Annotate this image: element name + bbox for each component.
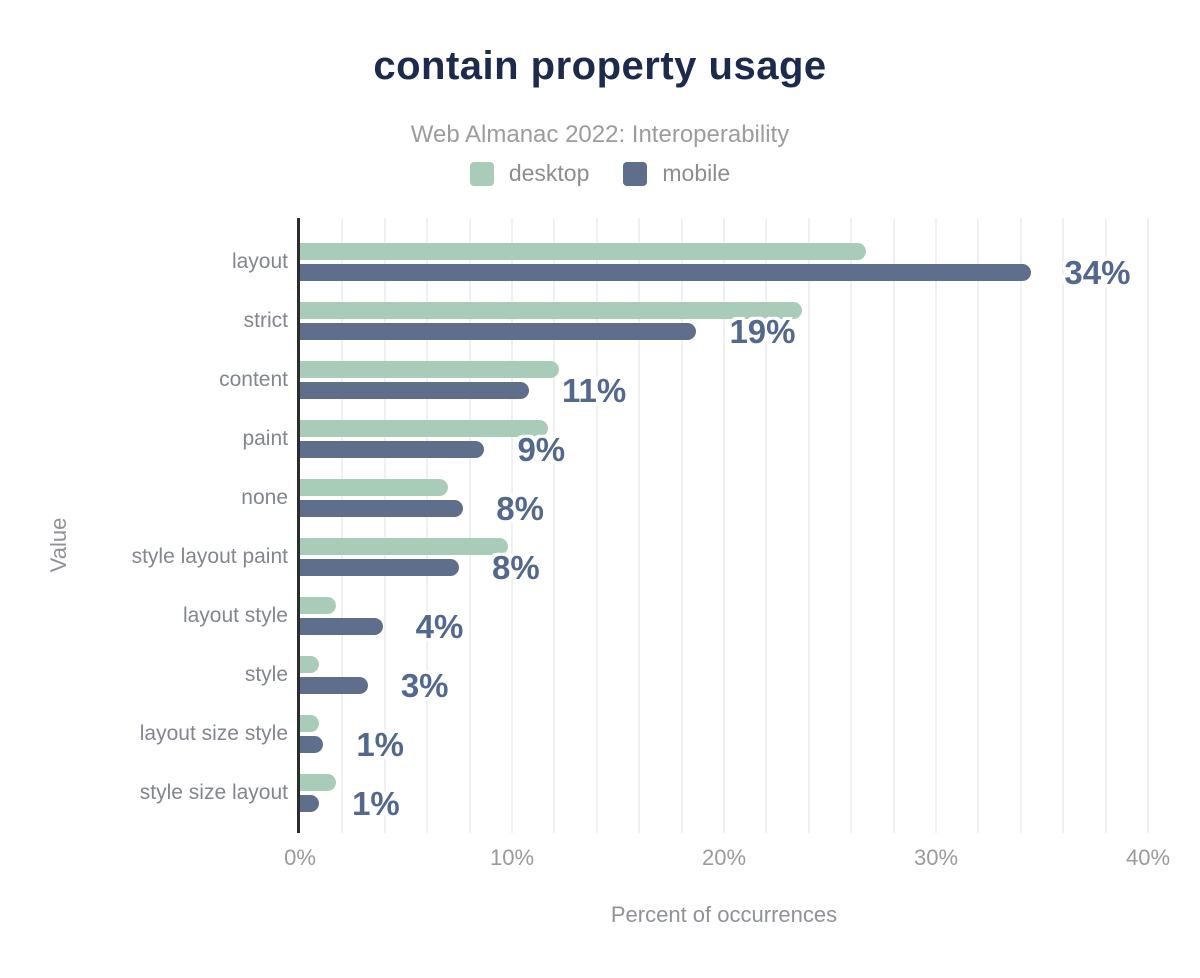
gridline <box>341 218 344 833</box>
x-tick-label: 20% <box>701 845 747 870</box>
category-label-strict: strict <box>243 309 288 332</box>
gridline <box>807 218 810 833</box>
category-label-paint: paint <box>242 427 288 450</box>
value-annotation-layout-size-style: 1% <box>356 725 405 763</box>
chart-title: contain property usage <box>373 44 827 88</box>
gridline <box>977 218 980 833</box>
gridline <box>892 218 895 833</box>
gridline <box>468 218 471 833</box>
gridline <box>1062 218 1065 833</box>
bar-mobile-paint <box>300 441 485 458</box>
y-axis-line <box>297 218 300 833</box>
gridline <box>595 218 598 833</box>
x-tick-label: 30% <box>913 845 959 870</box>
bar-desktop-layout-size-style <box>300 715 320 732</box>
bar-mobile-layout <box>300 264 1032 281</box>
bar-mobile-layout-size-style <box>300 736 324 753</box>
legend-item-desktop: desktop <box>469 160 590 187</box>
gridline <box>383 218 386 833</box>
bar-desktop-layout-style <box>300 597 337 614</box>
legend: desktop mobile <box>0 160 1200 187</box>
bar-desktop-layout <box>300 243 867 260</box>
gridline <box>426 218 429 833</box>
category-label-style-layout-paint: style layout paint <box>131 545 288 568</box>
category-label-style-size-layout: style size layout <box>139 781 288 804</box>
legend-item-mobile: mobile <box>623 160 730 187</box>
value-annotation-content: 11% <box>561 371 627 409</box>
bar-mobile-strict <box>300 323 697 340</box>
legend-label: desktop <box>508 160 590 186</box>
value-annotation-style-size-layout: 1% <box>352 784 400 822</box>
value-annotation-style: 3% <box>400 666 449 704</box>
bar-desktop-style-layout-paint <box>300 538 508 555</box>
x-axis-title: Percent of occurrences <box>610 902 838 927</box>
category-label-layout: layout <box>231 250 288 273</box>
chart-subtitle: Web Almanac 2022: Interoperability <box>410 121 790 148</box>
gridline <box>1104 218 1107 833</box>
value-annotation-style-layout-paint: 8% <box>492 548 540 586</box>
x-tick-label: 0% <box>284 845 316 870</box>
bar-desktop-style-size-layout <box>300 774 337 791</box>
category-label-layout-style: layout style <box>182 604 288 627</box>
bar-desktop-content <box>300 361 559 378</box>
category-label-layout-size-style: layout size style <box>139 722 288 745</box>
gridline <box>638 218 641 833</box>
x-tick-label: 10% <box>489 845 535 870</box>
gridline <box>765 218 768 833</box>
value-annotation-strict: 19% <box>729 312 796 350</box>
gridline <box>935 218 937 833</box>
bar-desktop-strict <box>300 302 803 319</box>
value-annotation-none: 8% <box>496 489 544 527</box>
category-label-style: style <box>244 663 288 686</box>
gridline <box>1147 218 1149 833</box>
gridline <box>723 218 725 833</box>
legend-label: mobile <box>662 160 731 186</box>
bar-mobile-style-size-layout <box>300 795 320 812</box>
bar-mobile-content <box>300 382 529 399</box>
value-annotation-layout-style: 4% <box>415 607 464 645</box>
x-tick-label: 40% <box>1125 845 1171 870</box>
category-label-none: none <box>241 486 288 509</box>
category-label-content: content <box>219 368 288 391</box>
bar-mobile-style-layout-paint <box>300 559 459 576</box>
bar-mobile-style <box>300 677 368 694</box>
gridline <box>680 218 683 833</box>
value-annotation-paint: 9% <box>517 430 566 468</box>
bar-mobile-layout-style <box>300 618 383 635</box>
bar-desktop-paint <box>300 420 549 437</box>
bar-desktop-none <box>300 479 449 496</box>
value-annotation-layout: 34% <box>1064 253 1131 291</box>
bar-desktop-style <box>300 656 320 673</box>
legend-swatch-desktop <box>469 161 494 186</box>
gridline <box>553 218 556 833</box>
gridline <box>850 218 853 833</box>
plot-area: layout 34% strict 19% content 11% paint 9% none 8… <box>132 218 1170 870</box>
bar-mobile-none <box>300 500 464 517</box>
gridline <box>1019 218 1022 833</box>
gridline <box>511 218 513 833</box>
legend-swatch-mobile <box>623 161 648 186</box>
